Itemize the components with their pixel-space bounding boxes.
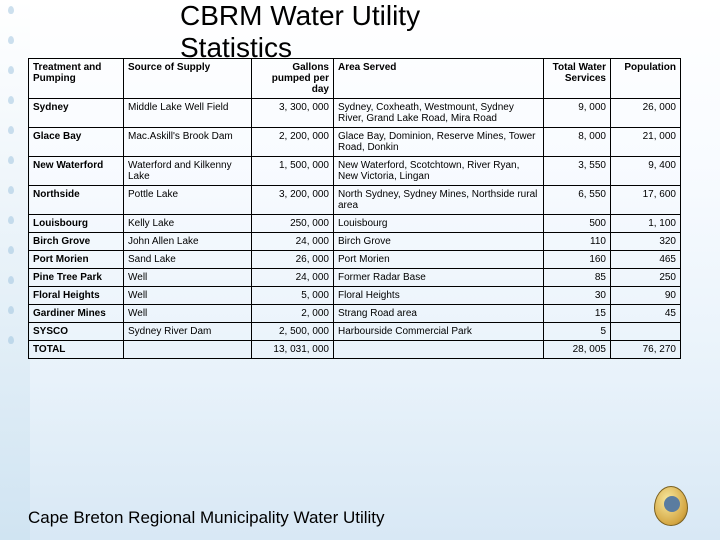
cell-source: Well	[124, 287, 252, 305]
water-utility-table: Treatment and Pumping Source of Supply G…	[28, 58, 681, 359]
cell-source: Sydney River Dam	[124, 323, 252, 341]
table-row: LouisbourgKelly Lake250, 000Louisbourg50…	[29, 215, 681, 233]
cell-treatment: Floral Heights	[29, 287, 124, 305]
cell-area: Birch Grove	[334, 233, 544, 251]
table-row: TOTAL 13, 031, 000 28, 00576, 270	[29, 341, 681, 359]
cell-area: North Sydney, Sydney Mines, Northside ru…	[334, 186, 544, 215]
cell-area: Strang Road area	[334, 305, 544, 323]
cell-population: 320	[611, 233, 681, 251]
cell-population: 465	[611, 251, 681, 269]
cell-population: 1, 100	[611, 215, 681, 233]
cell-area: New Waterford, Scotchtown, River Ryan, N…	[334, 157, 544, 186]
cell-source: Kelly Lake	[124, 215, 252, 233]
cell-source: Pottle Lake	[124, 186, 252, 215]
table-row: Port MorienSand Lake26, 000Port Morien16…	[29, 251, 681, 269]
cell-population: 26, 000	[611, 99, 681, 128]
cell-source: Well	[124, 305, 252, 323]
cell-source: Waterford and Kilkenny Lake	[124, 157, 252, 186]
slide-title: CBRM Water UtilityStatistics	[180, 0, 420, 64]
cell-area: Harbourside Commercial Park	[334, 323, 544, 341]
cell-treatment: TOTAL	[29, 341, 124, 359]
cell-treatment: New Waterford	[29, 157, 124, 186]
cell-treatment: Gardiner Mines	[29, 305, 124, 323]
cell-population: 76, 270	[611, 341, 681, 359]
cell-gallons: 13, 031, 000	[252, 341, 334, 359]
cell-gallons: 5, 000	[252, 287, 334, 305]
cell-source: Middle Lake Well Field	[124, 99, 252, 128]
cell-area: Former Radar Base	[334, 269, 544, 287]
cell-gallons: 2, 200, 000	[252, 128, 334, 157]
cell-source: Mac.Askill's Brook Dam	[124, 128, 252, 157]
drop-icon	[654, 486, 688, 526]
cell-population: 21, 000	[611, 128, 681, 157]
table-row: New WaterfordWaterford and Kilkenny Lake…	[29, 157, 681, 186]
cell-population: 45	[611, 305, 681, 323]
cell-population	[611, 323, 681, 341]
cell-gallons: 1, 500, 000	[252, 157, 334, 186]
cell-area: Floral Heights	[334, 287, 544, 305]
cell-services: 85	[544, 269, 611, 287]
cell-source	[124, 341, 252, 359]
cell-gallons: 3, 300, 000	[252, 99, 334, 128]
cell-services: 15	[544, 305, 611, 323]
cell-services: 8, 000	[544, 128, 611, 157]
cell-services: 9, 000	[544, 99, 611, 128]
cell-services: 500	[544, 215, 611, 233]
cell-gallons: 2, 500, 000	[252, 323, 334, 341]
cell-area: Port Morien	[334, 251, 544, 269]
logo-inner-circle	[664, 496, 680, 512]
cell-services: 30	[544, 287, 611, 305]
cell-gallons: 26, 000	[252, 251, 334, 269]
table-row: Gardiner MinesWell2, 000Strang Road area…	[29, 305, 681, 323]
cell-services: 160	[544, 251, 611, 269]
cell-population: 250	[611, 269, 681, 287]
cell-treatment: SYSCO	[29, 323, 124, 341]
table-body: SydneyMiddle Lake Well Field3, 300, 000S…	[29, 99, 681, 359]
cell-treatment: Louisbourg	[29, 215, 124, 233]
cell-treatment: Port Morien	[29, 251, 124, 269]
cell-gallons: 24, 000	[252, 233, 334, 251]
cell-services: 28, 005	[544, 341, 611, 359]
col-header-gallons: Gallons pumped per day	[252, 59, 334, 99]
cell-gallons: 24, 000	[252, 269, 334, 287]
cell-gallons: 3, 200, 000	[252, 186, 334, 215]
cell-treatment: Birch Grove	[29, 233, 124, 251]
cell-treatment: Pine Tree Park	[29, 269, 124, 287]
cell-services: 110	[544, 233, 611, 251]
table-row: NorthsidePottle Lake3, 200, 000North Syd…	[29, 186, 681, 215]
background-droplets	[8, 6, 20, 536]
cell-treatment: Glace Bay	[29, 128, 124, 157]
footer-text: Cape Breton Regional Municipality Water …	[28, 508, 385, 528]
table-row: Floral HeightsWell5, 000Floral Heights30…	[29, 287, 681, 305]
table-header-row: Treatment and Pumping Source of Supply G…	[29, 59, 681, 99]
cell-services: 3, 550	[544, 157, 611, 186]
cell-area: Glace Bay, Dominion, Reserve Mines, Towe…	[334, 128, 544, 157]
cell-population: 17, 600	[611, 186, 681, 215]
cell-treatment: Northside	[29, 186, 124, 215]
cell-area: Louisbourg	[334, 215, 544, 233]
cell-population: 90	[611, 287, 681, 305]
cell-treatment: Sydney	[29, 99, 124, 128]
cell-source: Well	[124, 269, 252, 287]
cell-area	[334, 341, 544, 359]
utility-logo-icon	[654, 486, 688, 526]
col-header-area: Area Served	[334, 59, 544, 99]
table-row: Pine Tree ParkWell24, 000Former Radar Ba…	[29, 269, 681, 287]
cell-services: 6, 550	[544, 186, 611, 215]
table-row: Glace BayMac.Askill's Brook Dam2, 200, 0…	[29, 128, 681, 157]
table-row: Birch GroveJohn Allen Lake24, 000Birch G…	[29, 233, 681, 251]
cell-source: Sand Lake	[124, 251, 252, 269]
cell-gallons: 250, 000	[252, 215, 334, 233]
table-row: SydneyMiddle Lake Well Field3, 300, 000S…	[29, 99, 681, 128]
col-header-source: Source of Supply	[124, 59, 252, 99]
col-header-treatment: Treatment and Pumping	[29, 59, 124, 99]
cell-services: 5	[544, 323, 611, 341]
col-header-services: Total Water Services	[544, 59, 611, 99]
cell-population: 9, 400	[611, 157, 681, 186]
cell-gallons: 2, 000	[252, 305, 334, 323]
col-header-population: Population	[611, 59, 681, 99]
table-row: SYSCOSydney River Dam2, 500, 000Harbours…	[29, 323, 681, 341]
cell-area: Sydney, Coxheath, Westmount, Sydney Rive…	[334, 99, 544, 128]
cell-source: John Allen Lake	[124, 233, 252, 251]
